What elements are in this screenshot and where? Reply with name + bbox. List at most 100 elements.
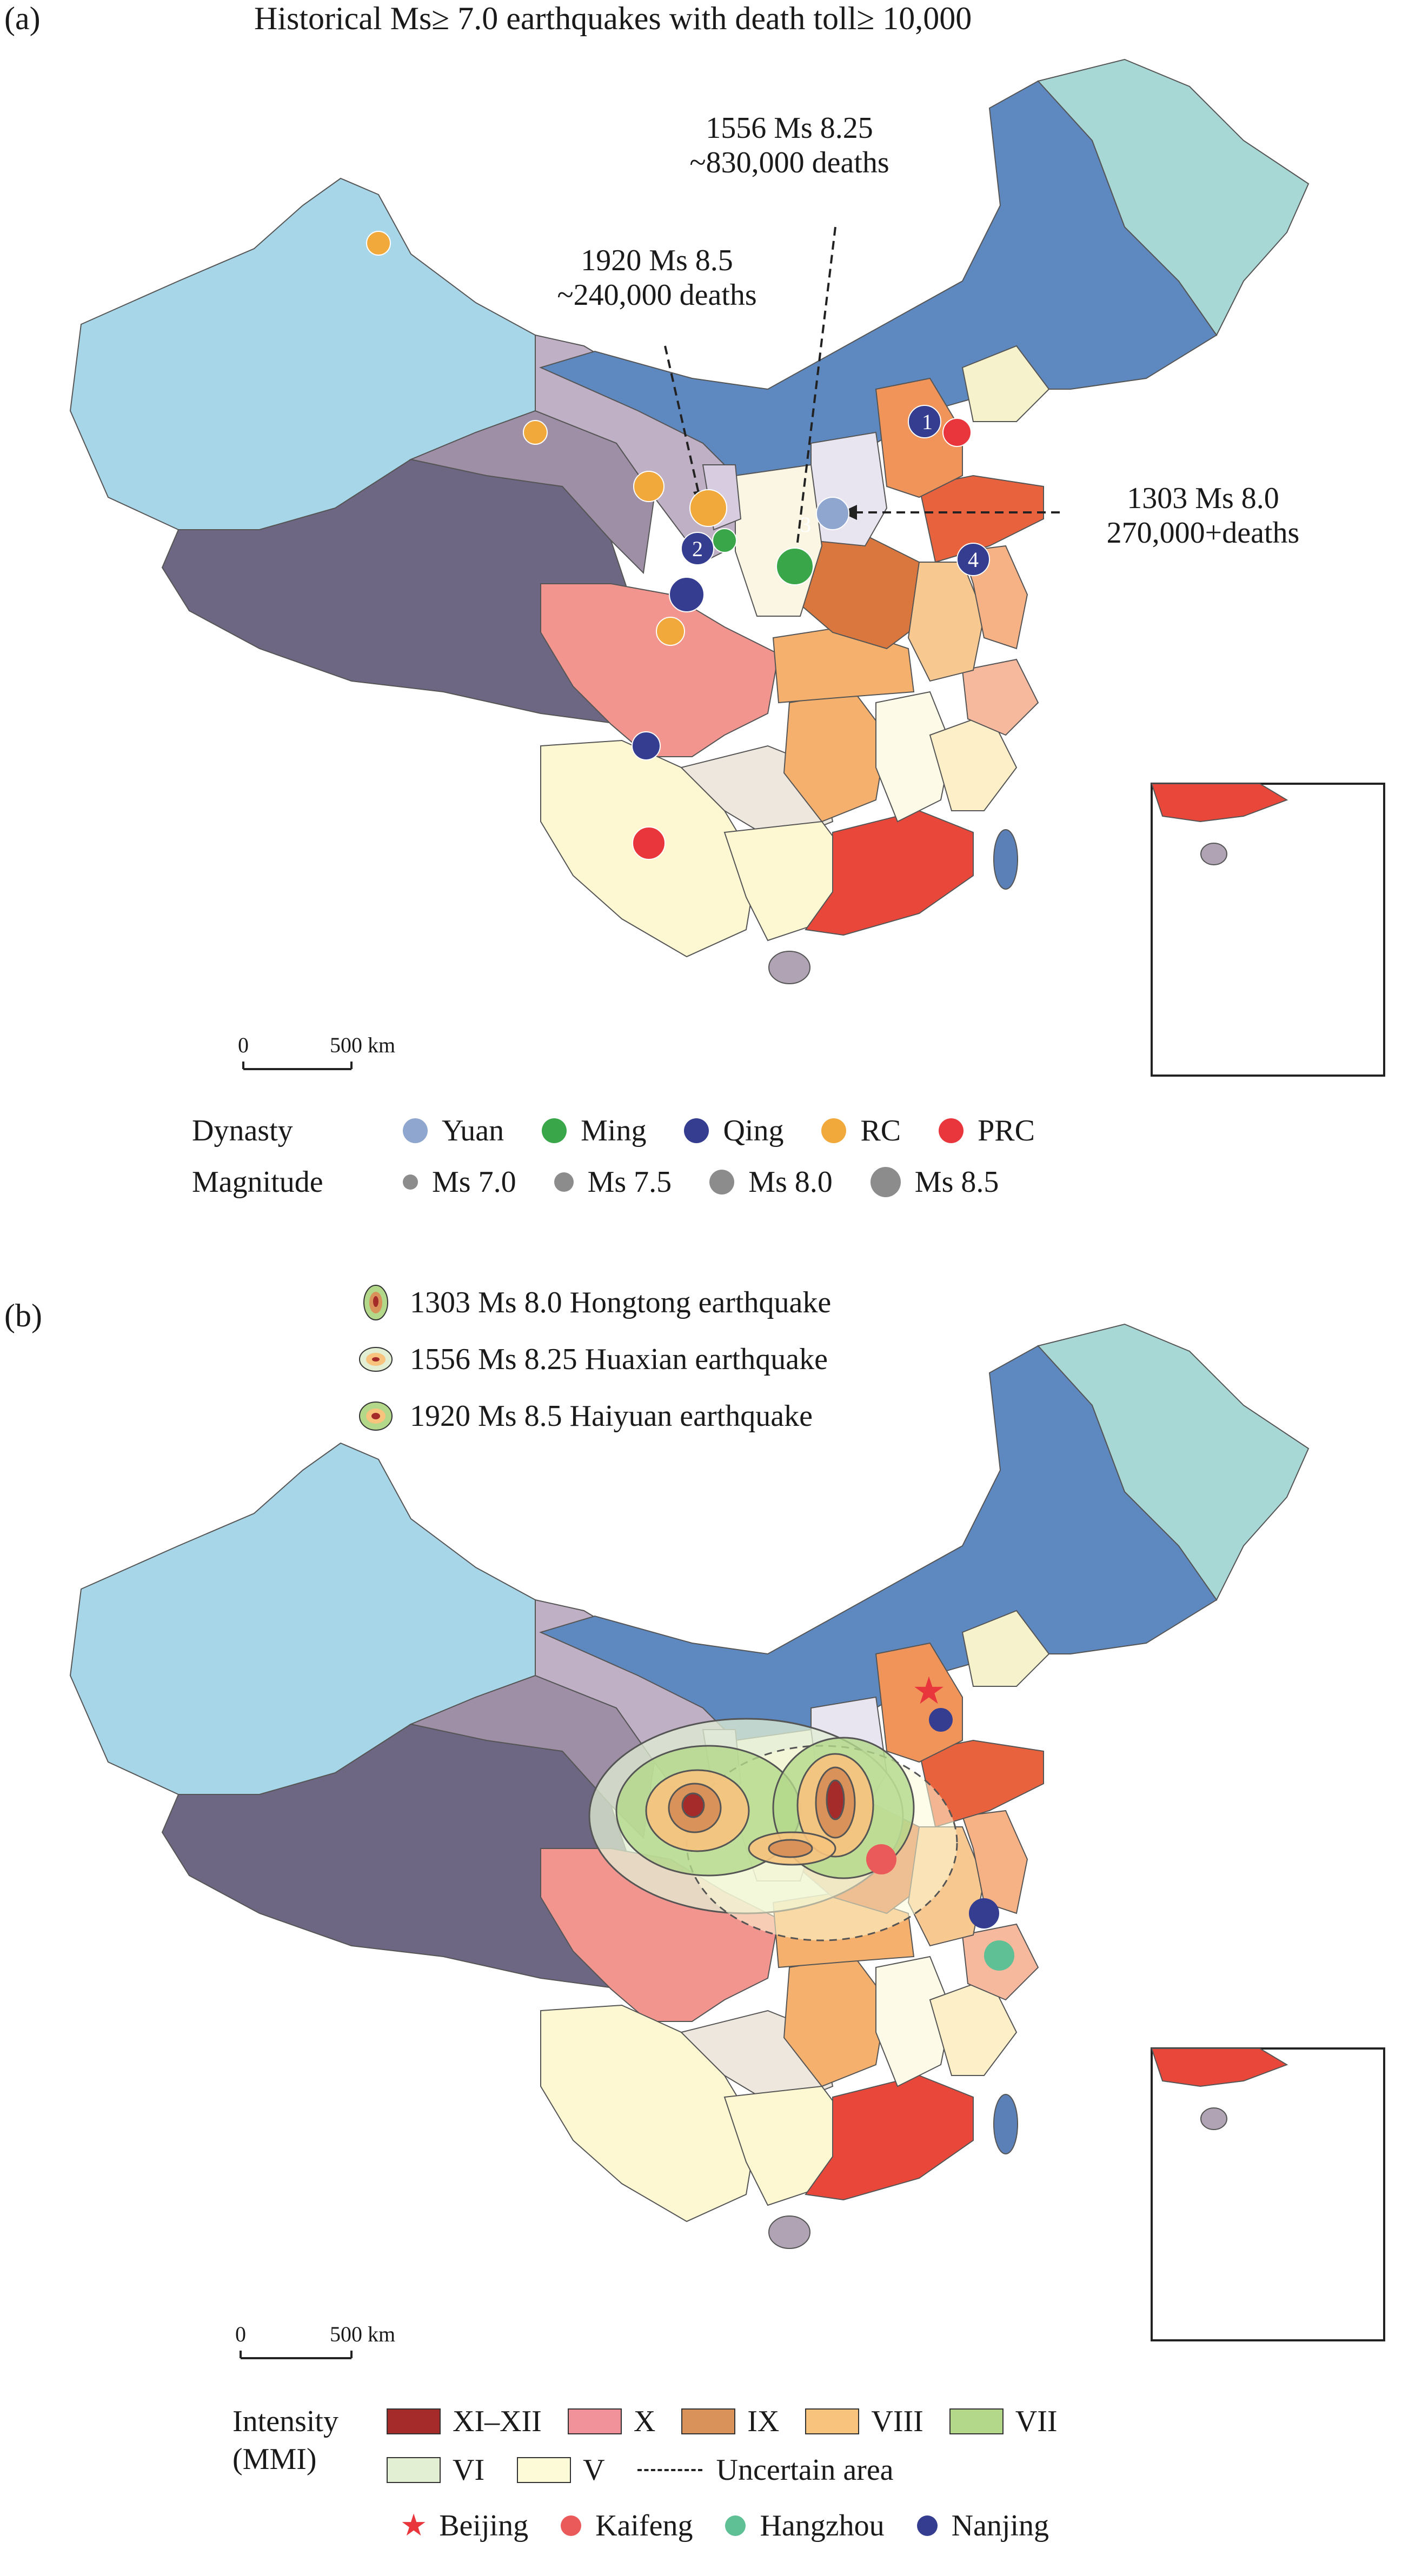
qing-dot-icon: [684, 1118, 709, 1143]
legend-ms80-label: Ms 8.0: [748, 1165, 833, 1199]
dynasty-legend: Dynasty Yuan Ming Qing RC PRC: [192, 1113, 1073, 1148]
panel-b: ★ (b) 1303 Ms 8.0 Hongtong earthquake 15…: [0, 1265, 1402, 2576]
legend-xi-xii: XI–XII: [387, 2404, 542, 2439]
province-qinghai: [409, 410, 655, 575]
province-northeast: [1037, 58, 1310, 336]
province-guangdong: [805, 810, 974, 936]
province-hainan: [768, 2215, 810, 2249]
legend-rc: RC: [821, 1113, 901, 1148]
annotation-1920-line1: 1920 Ms 8.5: [581, 244, 733, 277]
kaifeng-marker: [866, 1844, 896, 1874]
inset-coastline: [1151, 2048, 1288, 2087]
legend-beijing: ★ Beijing: [400, 2508, 528, 2543]
legend-uncertain-label: Uncertain area: [716, 2453, 894, 2487]
earthquake-marker: [942, 418, 972, 447]
magnitude-70-dot-icon: [403, 1174, 418, 1190]
intensity-legend-header: Intensity (MMI): [232, 2403, 338, 2478]
province-taiwan: [993, 829, 1018, 890]
xi-xii-swatch: [387, 2408, 441, 2434]
v-swatch: [517, 2457, 572, 2483]
eq-legend-1920: 1920 Ms 8.5 Haiyuan earthquake: [357, 1397, 813, 1435]
legend-viii: VIII: [805, 2404, 923, 2439]
earthquake-marker: [656, 617, 685, 646]
legend-kaifeng-label: Kaifeng: [595, 2508, 693, 2542]
hangzhou-dot-icon: [725, 2515, 746, 2536]
nanjing-marker-north: [929, 1708, 953, 1732]
south-china-sea-inset: [1151, 783, 1385, 1077]
map-panel-b: ★: [69, 1323, 1385, 2359]
legend-vii-label: VII: [1015, 2405, 1058, 2438]
eq-legend-1556-label: 1556 Ms 8.25 Huaxian earthquake: [410, 1343, 828, 1376]
earthquake-marker: [681, 532, 714, 565]
yuan-dot-icon: [403, 1118, 428, 1143]
map-panel-a: 1 2 3 4: [69, 58, 1385, 1077]
legend-v: V: [517, 2453, 605, 2487]
city-legend: ★ Beijing Kaifeng Hangzhou Nanjing: [400, 2508, 1049, 2543]
vi-swatch: [387, 2457, 441, 2483]
x-swatch: [567, 2408, 622, 2434]
inset-frame: [1151, 2047, 1385, 2341]
marker-number: 1: [922, 410, 933, 434]
legend-vi-label: VI: [453, 2453, 485, 2487]
earthquake-marker: [366, 231, 391, 256]
marker-number: 2: [692, 537, 703, 561]
eq-legend-1303: 1303 Ms 8.0 Hongtong earthquake: [357, 1284, 831, 1322]
south-china-sea-inset: [1151, 2047, 1385, 2341]
scale-bar: [242, 1062, 353, 1070]
panel-a: 1 2 3 4 (a) Historical Ms≥ 7.0 earthquakes …: [0, 0, 1402, 1243]
legend-ms80: Ms 8.0: [709, 1165, 833, 1199]
earthquake-marker: [776, 548, 814, 585]
earthquake-marker: [908, 405, 941, 438]
province-liaoning: [961, 345, 1050, 422]
annotation-1556-line1: 1556 Ms 8.25: [706, 111, 873, 145]
legend-kaifeng: Kaifeng: [561, 2508, 693, 2543]
panel-label: (b): [4, 1298, 42, 1333]
legend-uncertain: Uncertain area: [637, 2453, 894, 2487]
inset-hainan: [1200, 2107, 1227, 2130]
province-zhejiang: [961, 658, 1039, 736]
province-jiangxi: [875, 1956, 953, 2087]
annotation-1920: 1920 Ms 8.5 ~240,000 deaths: [516, 243, 798, 312]
legend-rc-label: RC: [860, 1114, 901, 1147]
eq-legend-1556: 1556 Ms 8.25 Huaxian earthquake: [357, 1340, 828, 1378]
kaifeng-dot-icon: [561, 2515, 582, 2536]
earthquake-marker: [712, 528, 737, 553]
scale-zero: 0: [238, 1033, 249, 1057]
province-hainan: [768, 951, 810, 984]
scale-distance: 500 km: [330, 1033, 396, 1057]
star-icon: ★: [400, 2509, 428, 2542]
viii-swatch: [805, 2408, 860, 2434]
province-liaoning: [961, 1610, 1050, 1687]
legend-ms85: Ms 8.5: [870, 1165, 999, 1199]
inset-frame: [1151, 783, 1385, 1077]
legend-prc: PRC: [939, 1113, 1035, 1148]
beijing-star-icon: ★: [912, 1671, 946, 1712]
eq-legend-1303-label: 1303 Ms 8.0 Hongtong earthquake: [410, 1286, 832, 1319]
scale-bar: [240, 2351, 353, 2359]
province-northeast: [1037, 1323, 1310, 1601]
china-province-map: [69, 1323, 1310, 2249]
province-yunnan: [540, 2004, 758, 2223]
intensity-legend-row2: VI V Uncertain area: [387, 2453, 894, 2487]
legend-prc-label: PRC: [978, 1114, 1035, 1147]
legend-beijing-label: Beijing: [439, 2508, 529, 2542]
magnitude-legend-header: Magnitude: [192, 1165, 323, 1199]
legend-xi-xii-label: XI–XII: [453, 2405, 542, 2438]
province-sichuan: [540, 583, 780, 757]
earthquake-marker: [523, 420, 548, 445]
magnitude-75-dot-icon: [554, 1172, 574, 1192]
earthquake-marker: [689, 489, 727, 527]
earthquake-marker: [632, 826, 666, 860]
province-jiangxi: [875, 691, 953, 823]
legend-viii-label: VIII: [871, 2405, 923, 2438]
magnitude-80-dot-icon: [709, 1170, 735, 1194]
legend-ming-label: Ming: [581, 1114, 647, 1147]
intensity-header-line2: (MMI): [232, 2442, 317, 2476]
hangzhou-marker: [984, 1940, 1014, 1971]
legend-x: X: [567, 2404, 655, 2439]
province-jiangsu: [961, 1810, 1028, 1914]
province-hebei: [875, 1642, 963, 1763]
intensity-legend-row1: XI–XII X IX VIII VII: [387, 2404, 1058, 2439]
scale-zero: 0: [235, 2322, 246, 2346]
earthquake-marker: [633, 471, 665, 502]
